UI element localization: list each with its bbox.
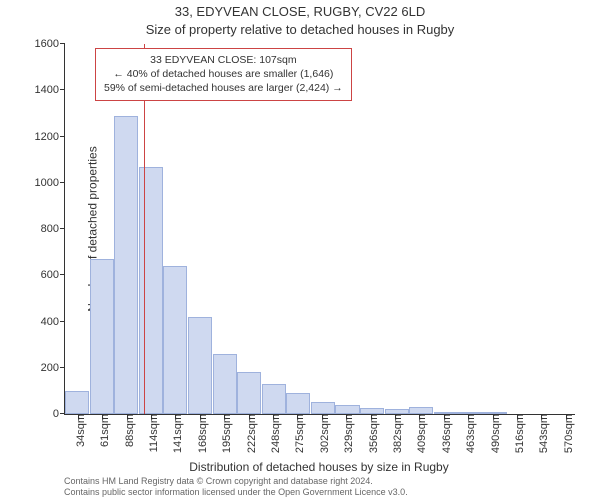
x-tick-label: 543sqm <box>536 414 550 453</box>
x-tick-label: 34sqm <box>73 414 87 447</box>
footer-line1: Contains HM Land Registry data © Crown c… <box>64 476 408 487</box>
histogram-bar <box>286 393 310 414</box>
x-tick-label: 570sqm <box>561 414 575 453</box>
y-tick-label: 200 <box>41 362 65 374</box>
x-tick-label: 61sqm <box>97 414 111 447</box>
x-tick-label: 248sqm <box>268 414 282 453</box>
y-tick-mark <box>60 136 65 137</box>
chart-title-address: 33, EDYVEAN CLOSE, RUGBY, CV22 6LD <box>0 4 600 19</box>
histogram-bar <box>65 391 89 414</box>
annotation-line3: 59% of semi-detached houses are larger (… <box>104 81 343 95</box>
histogram-bar <box>213 354 237 414</box>
x-tick-label: 275sqm <box>292 414 306 453</box>
x-tick-label: 88sqm <box>122 414 136 447</box>
y-tick-mark <box>60 89 65 90</box>
x-tick-label: 222sqm <box>244 414 258 453</box>
x-tick-label: 302sqm <box>317 414 331 453</box>
x-tick-label: 516sqm <box>512 414 526 453</box>
x-tick-label: 114sqm <box>146 414 160 452</box>
y-tick-mark <box>60 182 65 183</box>
histogram-bar <box>262 384 286 414</box>
histogram-bar <box>188 317 212 414</box>
x-tick-label: 409sqm <box>414 414 428 453</box>
x-tick-label: 490sqm <box>488 414 502 453</box>
histogram-bar <box>237 372 261 414</box>
y-tick-label: 1600 <box>35 38 65 50</box>
y-tick-mark <box>60 413 65 414</box>
x-axis-label: Distribution of detached houses by size … <box>64 460 574 474</box>
annotation-line2: ← 40% of detached houses are smaller (1,… <box>104 67 343 81</box>
histogram-bar <box>139 167 163 414</box>
y-tick-label: 600 <box>41 269 65 281</box>
x-tick-label: 168sqm <box>195 414 209 453</box>
y-tick-label: 1000 <box>35 177 65 189</box>
footer-line2: Contains public sector information licen… <box>64 487 408 498</box>
y-tick-mark <box>60 367 65 368</box>
x-tick-label: 195sqm <box>219 414 233 453</box>
histogram-bar <box>311 402 335 414</box>
chart-title-desc: Size of property relative to detached ho… <box>0 22 600 37</box>
y-tick-label: 1200 <box>35 131 65 143</box>
annotation-box: 33 EDYVEAN CLOSE: 107sqm← 40% of detache… <box>95 48 352 101</box>
x-tick-label: 141sqm <box>170 414 184 453</box>
histogram-bar <box>114 116 138 414</box>
chart-container: 33, EDYVEAN CLOSE, RUGBY, CV22 6LD Size … <box>0 0 600 500</box>
plot-area: 0200400600800100012001400160034sqm61sqm8… <box>64 44 575 415</box>
annotation-line1: 33 EDYVEAN CLOSE: 107sqm <box>104 53 343 67</box>
x-tick-label: 356sqm <box>366 414 380 453</box>
x-tick-label: 463sqm <box>463 414 477 453</box>
x-tick-label: 382sqm <box>390 414 404 453</box>
histogram-bar <box>335 405 359 414</box>
y-tick-mark <box>60 321 65 322</box>
y-tick-label: 0 <box>53 408 65 420</box>
y-tick-label: 800 <box>41 223 65 235</box>
x-tick-label: 329sqm <box>341 414 355 453</box>
histogram-bar <box>163 266 187 414</box>
footer-attrib: Contains HM Land Registry data © Crown c… <box>64 476 408 498</box>
x-tick-label: 436sqm <box>439 414 453 453</box>
y-tick-mark <box>60 43 65 44</box>
y-tick-label: 1400 <box>35 84 65 96</box>
y-tick-label: 400 <box>41 316 65 328</box>
histogram-bar <box>90 259 114 414</box>
histogram-bar <box>409 407 433 414</box>
y-tick-mark <box>60 228 65 229</box>
y-tick-mark <box>60 274 65 275</box>
